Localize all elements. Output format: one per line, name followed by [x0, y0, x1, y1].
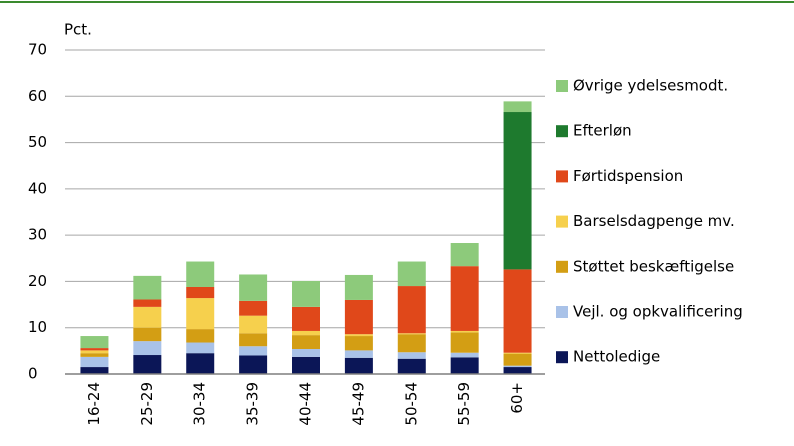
bar-segment: [292, 280, 320, 307]
bar-segment: [292, 306, 320, 331]
bar-segment: [186, 261, 215, 287]
bar-segment: [503, 365, 532, 368]
bar-segment: [239, 355, 268, 374]
y-tick-label: 50: [28, 133, 47, 151]
bar-segment: [239, 274, 268, 301]
y-tick-label: 20: [28, 272, 47, 290]
bar-segment: [450, 330, 479, 333]
x-tick-label: 30-34: [191, 382, 209, 426]
bar-segment: [503, 112, 532, 270]
x-tick-label: 25-29: [138, 382, 156, 426]
bar-segment: [503, 352, 532, 354]
x-tick-label: 40-44: [297, 382, 315, 426]
bar-segment: [450, 357, 479, 374]
bar-segment: [450, 266, 479, 331]
bar-segment: [397, 286, 426, 334]
bar-segment: [133, 275, 162, 300]
bar-segment: [344, 299, 373, 335]
bar-segment: [133, 306, 162, 328]
legend-swatch: [556, 306, 568, 318]
x-tick-label: 16-24: [85, 382, 103, 426]
bar-segment: [344, 334, 373, 337]
bar-segment: [450, 332, 479, 353]
y-tick-label: 70: [28, 41, 47, 59]
legend-label: Nettoledige: [573, 348, 660, 366]
bar-segment: [80, 348, 109, 351]
bar-segment: [80, 353, 109, 357]
bar-segment: [344, 357, 373, 374]
y-tick-label: 40: [28, 179, 47, 197]
bar-segment: [397, 333, 426, 335]
legend-swatch: [556, 351, 568, 364]
bar-segment: [344, 350, 373, 358]
y-axis-label: Pct.: [64, 21, 92, 39]
bar-segment: [450, 243, 479, 267]
bar-segment: [186, 329, 215, 343]
bar-segment: [397, 358, 426, 374]
legend-swatch: [556, 170, 568, 183]
bar-segment: [292, 356, 320, 374]
bar-segment: [80, 356, 109, 368]
bar-segment: [450, 352, 479, 358]
legend-swatch: [556, 125, 568, 138]
bar-segment: [503, 367, 532, 374]
y-tick-label: 10: [28, 318, 47, 336]
legend-label: Efterløn: [573, 122, 632, 140]
bar-segment: [133, 299, 162, 307]
x-tick-label: 50-54: [402, 382, 420, 426]
x-tick-label: 60+: [508, 382, 526, 414]
legend-label: Øvrige ydelsesmodt.: [573, 77, 728, 95]
bar-segment: [80, 367, 109, 374]
bar-segment: [503, 353, 532, 366]
bar-segment: [292, 330, 320, 336]
bar-segment: [292, 349, 320, 357]
bar-segment: [239, 300, 268, 316]
bar-segment: [239, 315, 268, 334]
legend-swatch: [556, 80, 568, 92]
bar-segment: [397, 352, 426, 359]
bar-segment: [186, 286, 215, 299]
y-tick-label: 30: [28, 226, 47, 244]
legend-label: Barselsdagpenge mv.: [573, 212, 735, 230]
legend-swatch: [556, 260, 568, 273]
x-tick-label: 55-59: [455, 382, 473, 426]
legend-swatch: [556, 215, 568, 228]
bar-segment: [239, 346, 268, 356]
bar-segment: [344, 274, 373, 300]
bar-segment: [292, 335, 320, 350]
bar-segment: [133, 355, 162, 374]
legend-label: Vejl. og opkvalificering: [573, 303, 743, 321]
bar-segment: [344, 336, 373, 351]
bar-segment: [80, 336, 109, 349]
bar-segment: [503, 269, 532, 353]
bar-segment: [503, 101, 532, 113]
bar-segment: [186, 342, 215, 354]
bar-segment: [133, 341, 162, 356]
legend-label: Støttet beskæftigelse: [573, 257, 734, 275]
bar-segment: [133, 327, 162, 342]
x-tick-label: 35-39: [244, 382, 262, 426]
legend-label: Førtidspension: [573, 167, 683, 185]
x-tick-label: 45-49: [349, 382, 367, 426]
bar-segment: [397, 261, 426, 287]
bar-segment: [186, 298, 215, 330]
bar-segment: [80, 350, 109, 354]
bar-segment: [397, 334, 426, 353]
y-tick-label: 0: [28, 365, 38, 383]
bar-segment: [186, 353, 215, 374]
y-tick-label: 60: [28, 87, 47, 105]
bar-segment: [239, 333, 268, 347]
